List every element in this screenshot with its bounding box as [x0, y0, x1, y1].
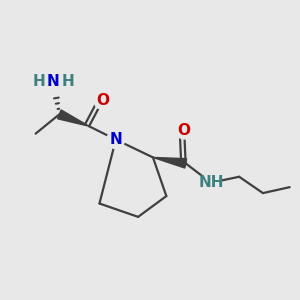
Text: O: O	[96, 94, 109, 109]
Text: O: O	[178, 123, 191, 138]
Text: N: N	[47, 74, 60, 89]
Polygon shape	[153, 158, 187, 168]
Circle shape	[176, 122, 193, 139]
Polygon shape	[58, 110, 89, 126]
Circle shape	[94, 93, 111, 109]
Circle shape	[107, 131, 125, 148]
Text: NH: NH	[198, 175, 224, 190]
Circle shape	[201, 173, 220, 192]
Text: H: H	[62, 74, 75, 89]
Circle shape	[39, 68, 68, 96]
Text: H: H	[32, 74, 45, 89]
Text: N: N	[110, 132, 122, 147]
